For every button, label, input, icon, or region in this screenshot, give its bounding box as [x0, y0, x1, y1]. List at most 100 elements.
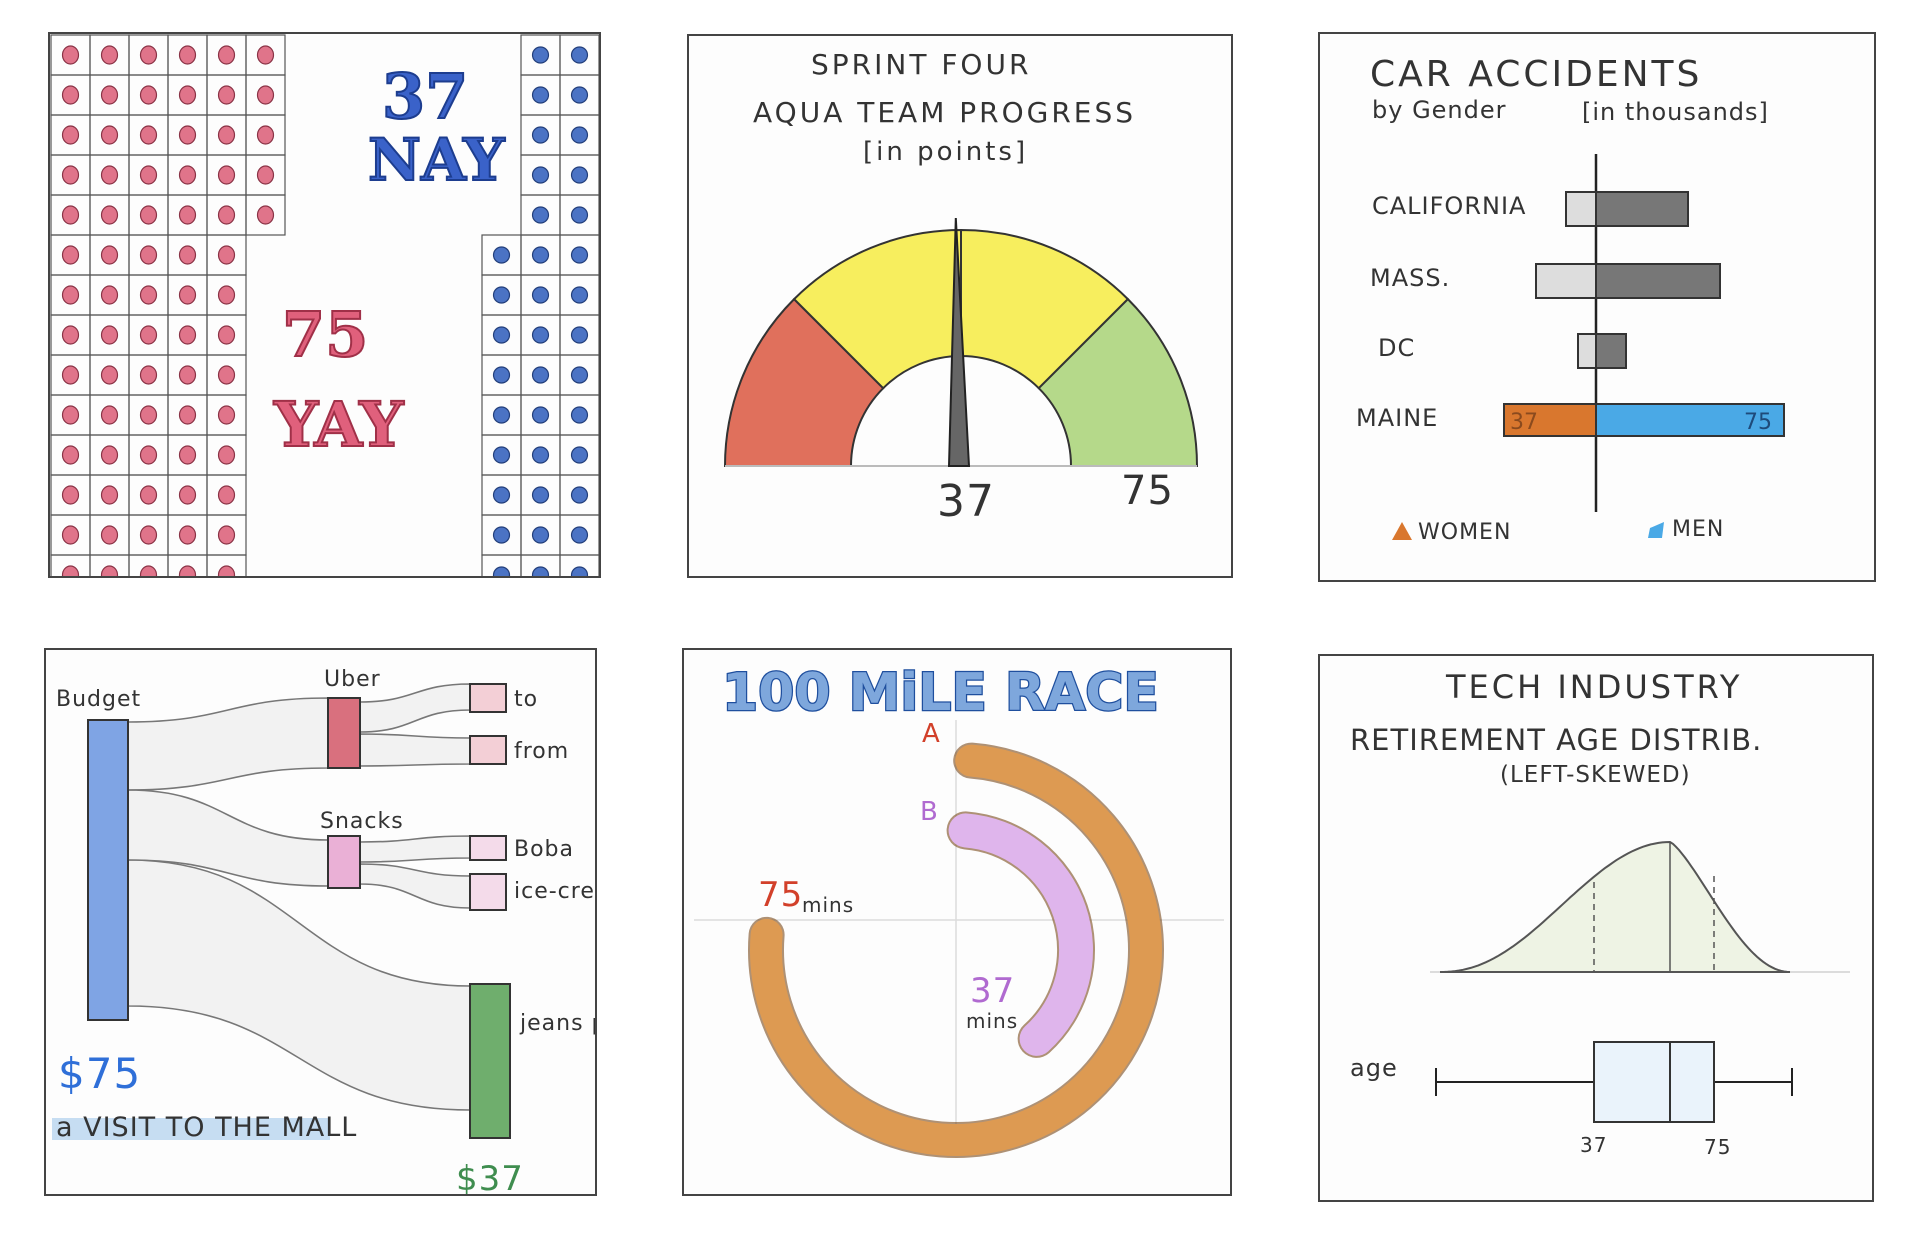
sankey-node-label: Budget	[56, 687, 141, 712]
sankey-node	[327, 697, 361, 769]
sankey-node	[469, 735, 507, 765]
yay-dot	[217, 245, 236, 265]
sankey-node-label: jeans price	[519, 1011, 595, 1036]
mile-race-panel: 100 MiLE RACE A B 75 mins 37 mins	[682, 648, 1232, 1196]
sankey-node-label: Uber	[324, 667, 381, 692]
gauge-needle	[947, 218, 971, 467]
nay-dot	[531, 246, 550, 264]
yay-word: YAY	[273, 388, 404, 461]
nay-number: 37	[382, 60, 468, 133]
nay-dot	[570, 366, 589, 384]
yay-dot	[217, 565, 236, 576]
yay-dot	[178, 285, 197, 305]
vote-waffle-panel: 37 NAY 75 YAY	[48, 32, 601, 578]
ring-b-value: 37	[970, 971, 1015, 1011]
gauge-value-label: 37	[937, 476, 995, 527]
yay-dot	[178, 485, 197, 505]
yay-dot	[178, 205, 197, 225]
yay-dot	[256, 205, 275, 225]
yay-dot	[61, 405, 80, 425]
nay-dot	[531, 326, 550, 344]
sankey-node	[469, 835, 507, 861]
nay-dot	[492, 486, 511, 504]
yay-dot	[61, 245, 80, 265]
gauge-title-line-1: SPRINT FOUR	[811, 48, 1031, 81]
yay-dot	[217, 85, 236, 105]
yay-dot	[139, 485, 158, 505]
yay-dot	[256, 45, 275, 65]
gauge-band-yellow	[960, 228, 1130, 390]
legend-men-label: MEN	[1672, 517, 1724, 542]
sankey-node-label: Boba	[514, 837, 574, 862]
yay-dot	[100, 125, 119, 145]
category-label: CALIFORNIA	[1372, 192, 1526, 220]
retirement-subtitle: RETIREMENT AGE DISTRIB.	[1350, 723, 1762, 757]
yay-dot	[61, 445, 80, 465]
retirement-title: TECH INDUSTRY	[1445, 668, 1742, 706]
gauge-band-red	[723, 297, 885, 467]
men-bar	[1595, 191, 1689, 227]
nay-dot	[570, 246, 589, 264]
boxplot-q1-label: 37	[1580, 1133, 1607, 1157]
legend-men: MEN	[1648, 517, 1724, 542]
ring-a-value: 75	[758, 875, 803, 915]
yay-dot	[139, 525, 158, 545]
yay-dot	[217, 445, 236, 465]
sankey-flow	[359, 733, 471, 767]
yay-dot	[100, 365, 119, 385]
nay-dot	[570, 446, 589, 464]
yay-number: 75	[282, 298, 368, 371]
sankey-node	[469, 873, 507, 911]
women-swatch	[1392, 522, 1412, 540]
category-label: MAINE	[1356, 404, 1438, 432]
yay-dot	[256, 165, 275, 185]
ring-b-label: B	[920, 797, 939, 827]
men-bar	[1595, 263, 1721, 299]
nay-dot	[531, 366, 550, 384]
yay-cell	[206, 554, 247, 576]
yay-dot	[139, 445, 158, 465]
density-curve	[1440, 840, 1791, 973]
yay-dot	[217, 405, 236, 425]
yay-dot	[178, 365, 197, 385]
sankey-jeans-label: $37	[456, 1159, 524, 1194]
sankey-node	[469, 983, 511, 1139]
yay-dot	[61, 325, 80, 345]
nay-dot	[492, 286, 511, 304]
yay-dot	[217, 45, 236, 65]
sankey-flow	[359, 835, 471, 863]
yay-dot	[100, 245, 119, 265]
nay-dot	[570, 46, 589, 64]
age-axis-label: age	[1350, 1054, 1398, 1082]
yay-dot	[100, 165, 119, 185]
yay-dot	[139, 365, 158, 385]
nay-dot	[570, 326, 589, 344]
yay-dot	[217, 125, 236, 145]
nay-dot	[570, 166, 589, 184]
car-accidents-chart: CAR ACCIDENTS by Gender [in thousands] C…	[1356, 54, 1785, 545]
yay-dot	[139, 325, 158, 345]
nay-dot	[531, 286, 550, 304]
sprint-gauge-panel: SPRINT FOUR AQUA TEAM PROGRESS [in point…	[687, 34, 1233, 578]
nay-dot	[531, 46, 550, 64]
nay-dot	[492, 406, 511, 424]
nay-dot	[531, 526, 550, 544]
car-accidents-panel: CAR ACCIDENTS by Gender [in thousands] C…	[1318, 32, 1876, 582]
yay-dot	[100, 45, 119, 65]
yay-dot	[178, 125, 197, 145]
yay-dot	[100, 325, 119, 345]
retirement-note: (LEFT-SKEWED)	[1500, 762, 1691, 788]
women-bar	[1535, 263, 1597, 299]
yay-dot	[139, 285, 158, 305]
yay-dot	[139, 45, 158, 65]
yay-dot	[139, 565, 158, 576]
nay-dot	[492, 366, 511, 384]
yay-dot	[61, 45, 80, 65]
yay-dot	[217, 205, 236, 225]
nay-dot	[570, 566, 589, 576]
yay-dot	[61, 285, 80, 305]
nay-dot	[570, 406, 589, 424]
yay-dot	[100, 405, 119, 425]
men-data-label: 75	[1744, 410, 1772, 435]
nay-dot	[492, 246, 511, 264]
